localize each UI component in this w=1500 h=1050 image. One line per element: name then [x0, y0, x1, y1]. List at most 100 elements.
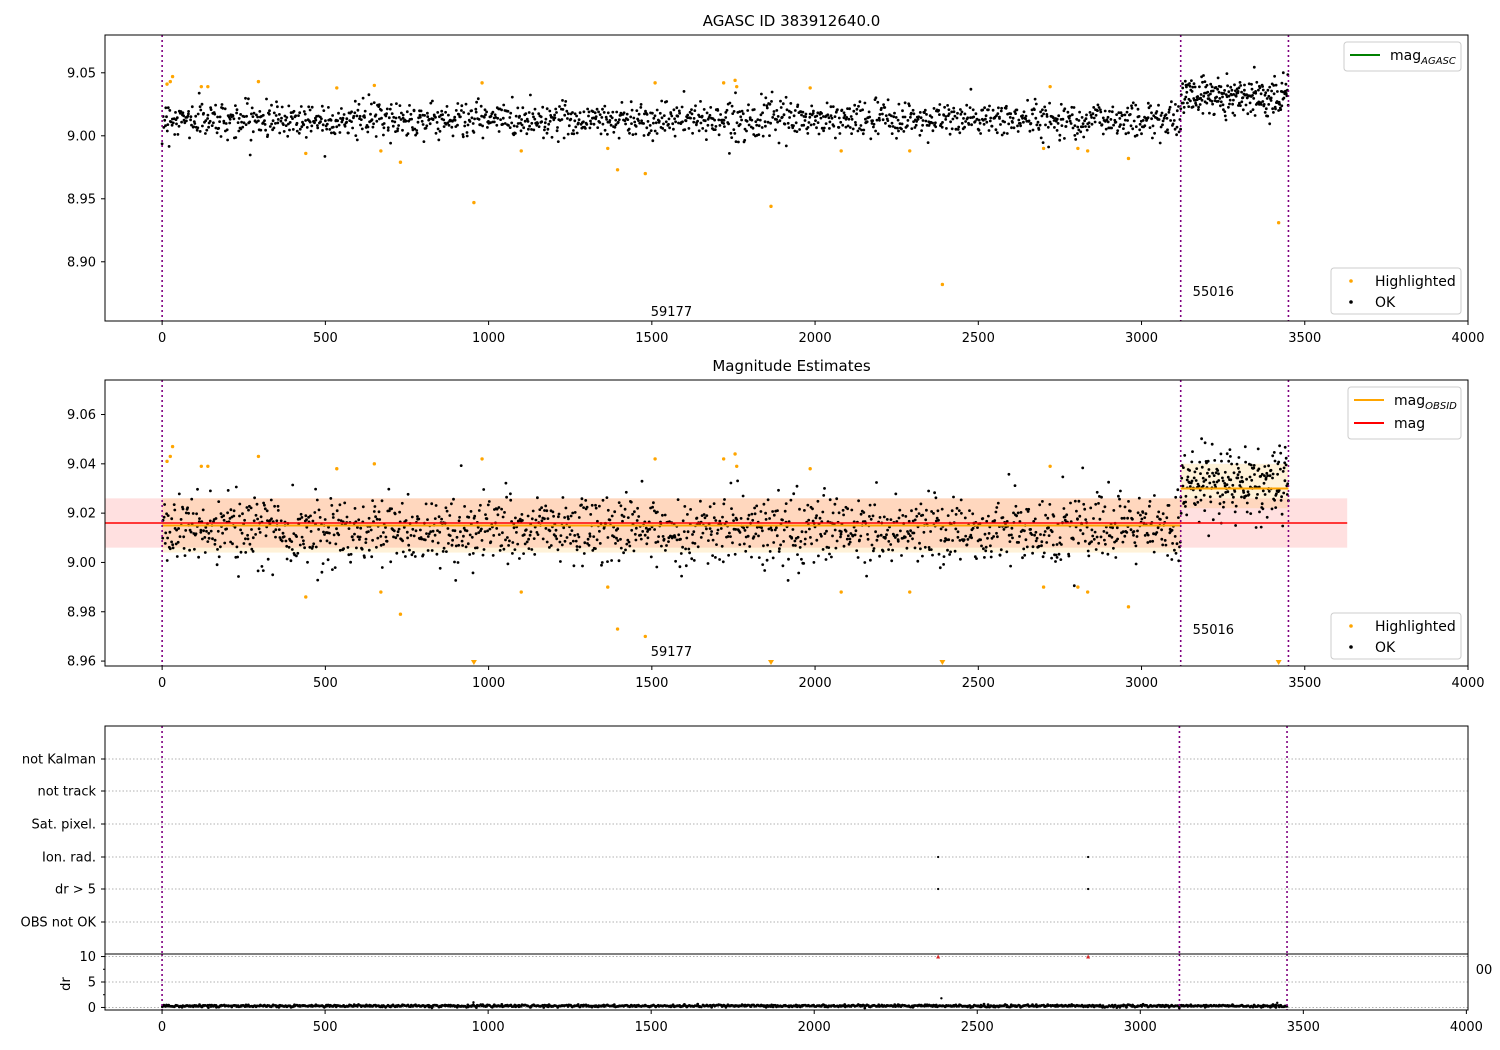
ok-point [1047, 145, 1050, 149]
axes-frame [104, 725, 1469, 955]
highlighted-point [808, 86, 812, 90]
ok-point [1263, 93, 1267, 97]
ok-point [1136, 107, 1140, 111]
ok-point [689, 116, 692, 120]
ok-point [335, 125, 339, 129]
ok-point [379, 535, 383, 538]
ok-point [755, 504, 759, 508]
ok-point [881, 549, 885, 553]
ok-point [1222, 500, 1226, 504]
ok-point [757, 133, 761, 137]
ok-point [1001, 516, 1005, 519]
ok-point [1244, 460, 1247, 464]
ok-point [444, 506, 448, 510]
ok-point [415, 129, 419, 132]
ok-point [616, 527, 620, 531]
ok-point [795, 130, 799, 134]
ok-point [497, 533, 501, 536]
ok-point [660, 544, 663, 548]
ok-point [1047, 534, 1051, 537]
ok-point [1063, 107, 1067, 111]
ok-point [1223, 482, 1227, 485]
ok-point [1230, 462, 1233, 466]
ok-point [259, 515, 263, 519]
ok-point [250, 528, 253, 531]
ok-point [217, 555, 221, 559]
ok-point [514, 114, 518, 118]
flag-category-label: Ion. rad. [42, 851, 96, 866]
ok-point [947, 112, 951, 116]
ok-point [425, 124, 429, 128]
ok-point [464, 545, 468, 549]
ok-point [202, 529, 206, 533]
ok-point [899, 529, 902, 533]
ok-point [856, 129, 860, 133]
ok-point [946, 104, 949, 107]
ok-point [768, 517, 771, 520]
y-tick-label: 8.95 [67, 192, 96, 207]
ok-point [1114, 556, 1118, 559]
ok-point [252, 111, 256, 115]
ok-point [1260, 502, 1264, 506]
ok-point [1283, 461, 1287, 465]
ok-point [554, 107, 558, 111]
ok-point [382, 531, 385, 534]
ok-point [952, 106, 956, 110]
ok-point [263, 123, 267, 126]
ok-point [192, 125, 196, 129]
ok-point [937, 518, 940, 522]
ok-point [483, 530, 487, 533]
ok-point [462, 111, 466, 114]
ok-point [1226, 490, 1230, 494]
ok-point [674, 559, 677, 563]
ok-point [1259, 103, 1263, 106]
ok-point [509, 111, 513, 115]
legend-label-main: mag [1390, 48, 1421, 64]
ok-point [1106, 115, 1110, 119]
ok-point [175, 528, 179, 532]
ok-point [810, 542, 813, 546]
ok-point [1207, 534, 1211, 538]
ok-point [291, 483, 295, 487]
ok-point [1222, 92, 1226, 95]
ok-point [508, 539, 511, 543]
ok-point [460, 539, 464, 543]
ok-point [435, 552, 439, 556]
ok-point [298, 127, 302, 131]
ok-point [438, 530, 442, 534]
ok-point [1055, 129, 1059, 132]
ok-point [307, 105, 311, 109]
ok-point [482, 548, 486, 551]
ok-point [587, 110, 591, 114]
ok-point [756, 118, 760, 121]
ok-point [997, 106, 1000, 110]
ok-point [419, 109, 423, 113]
ok-point [883, 106, 887, 109]
ok-point [1191, 105, 1195, 109]
ok-point [1185, 85, 1188, 89]
ok-point [995, 131, 999, 135]
ok-point [541, 105, 545, 109]
ok-point [875, 481, 878, 484]
ok-point [827, 116, 831, 120]
ok-point [848, 540, 852, 544]
ok-point [1216, 87, 1219, 91]
ok-point [563, 103, 567, 107]
ok-point [993, 519, 997, 522]
x-tick-label: 2000 [798, 1020, 831, 1035]
highlighted-point [839, 590, 843, 594]
ok-point [652, 116, 656, 120]
ok-point [461, 135, 465, 139]
ok-point [175, 116, 179, 120]
ok-point [1205, 83, 1209, 87]
ok-point [914, 507, 918, 511]
ok-point [276, 105, 279, 109]
ok-point [360, 547, 364, 551]
ok-point [274, 114, 278, 117]
ok-point [384, 114, 388, 118]
ok-point [1059, 102, 1063, 106]
ok-point [788, 116, 791, 119]
ok-point [1015, 108, 1019, 112]
ok-point [708, 113, 712, 117]
ok-point [1143, 516, 1147, 519]
